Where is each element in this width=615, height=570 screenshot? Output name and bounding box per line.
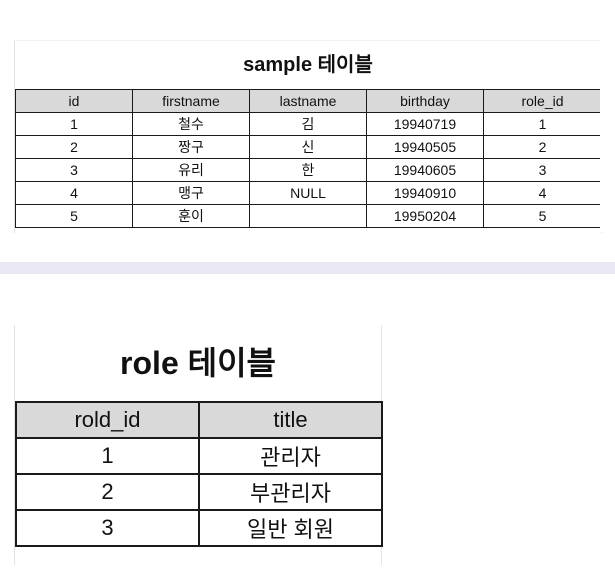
sample-table-title: sample 테이블	[243, 54, 373, 76]
cell-role-id: 5	[483, 204, 601, 228]
cell-lastname: NULL	[249, 181, 367, 205]
cell-title: 관리자	[198, 437, 383, 475]
cell-birthday: 19940719	[366, 112, 484, 136]
side-gutter	[600, 40, 615, 232]
cell-firstname: 짱구	[132, 135, 250, 159]
column-header-firstname: firstname	[132, 89, 250, 113]
cell-role-id: 3	[483, 158, 601, 182]
cell-id: 4	[15, 181, 133, 205]
cell-id: 3	[15, 158, 133, 182]
cell-lastname: 김	[249, 112, 367, 136]
role-table-title: role 테이블	[120, 345, 276, 381]
table-row: 3 유리 한 19940605 3	[15, 158, 601, 182]
section-separator	[0, 262, 615, 274]
cell-rold-id: 2	[15, 473, 200, 511]
table-row: 2 부관리자	[15, 473, 383, 511]
cell-role-id: 4	[483, 181, 601, 205]
role-table: rold_id title 1 관리자 2 부관리자 3 일반 회원	[15, 401, 383, 547]
cell-firstname: 맹구	[132, 181, 250, 205]
table-row: 4 맹구 NULL 19940910 4	[15, 181, 601, 205]
cell-lastname	[249, 204, 367, 228]
sample-table-header-row: id firstname lastname birthday role_id	[15, 89, 601, 113]
column-header-id: id	[15, 89, 133, 113]
column-header-title: title	[198, 401, 383, 439]
cell-role-id: 1	[483, 112, 601, 136]
cell-id: 1	[15, 112, 133, 136]
cell-firstname: 유리	[132, 158, 250, 182]
cell-birthday: 19940910	[366, 181, 484, 205]
cell-role-id: 2	[483, 135, 601, 159]
cell-firstname: 철수	[132, 112, 250, 136]
column-header-lastname: lastname	[249, 89, 367, 113]
cell-lastname: 신	[249, 135, 367, 159]
cell-id: 5	[15, 204, 133, 228]
cell-firstname: 훈이	[132, 204, 250, 228]
role-table-panel: role 테이블 rold_id title 1 관리자 2 부관리자 3 일반…	[14, 325, 383, 565]
cell-title: 일반 회원	[198, 509, 383, 547]
sample-table-panel: sample 테이블 id firstname lastname birthda…	[14, 40, 602, 233]
role-table-header-row: rold_id title	[15, 401, 383, 439]
column-header-role-id: role_id	[483, 89, 601, 113]
sample-table: id firstname lastname birthday role_id 1…	[15, 89, 601, 228]
column-header-rold-id: rold_id	[15, 401, 200, 439]
column-header-birthday: birthday	[366, 89, 484, 113]
table-row: 2 짱구 신 19940505 2	[15, 135, 601, 159]
cell-lastname: 한	[249, 158, 367, 182]
cell-rold-id: 1	[15, 437, 200, 475]
cell-id: 2	[15, 135, 133, 159]
table-row: 1 철수 김 19940719 1	[15, 112, 601, 136]
cell-rold-id: 3	[15, 509, 200, 547]
cell-birthday: 19940505	[366, 135, 484, 159]
cell-birthday: 19950204	[366, 204, 484, 228]
table-row: 1 관리자	[15, 437, 383, 475]
cell-title: 부관리자	[198, 473, 383, 511]
cell-birthday: 19940605	[366, 158, 484, 182]
table-row: 3 일반 회원	[15, 509, 383, 547]
table-row: 5 훈이 19950204 5	[15, 204, 601, 228]
